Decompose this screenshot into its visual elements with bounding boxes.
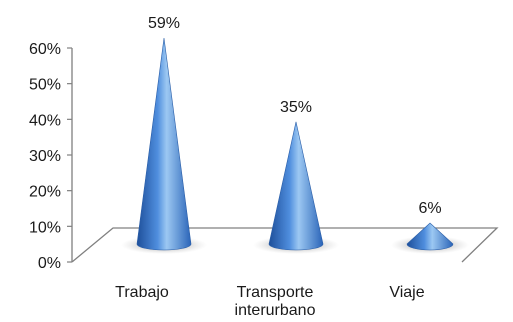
y-tick-label: 40%	[29, 112, 61, 129]
y-tick-label: 0%	[38, 255, 61, 272]
cones	[121, 37, 469, 254]
y-tick-label: 10%	[29, 219, 61, 236]
category-label: interurbano	[235, 302, 316, 319]
cone-bar	[406, 222, 454, 251]
cone-bar	[136, 37, 192, 251]
y-tick-label: 30%	[29, 148, 61, 165]
data-label: 35%	[280, 99, 312, 116]
y-tick-label: 20%	[29, 184, 61, 201]
y-tick-label: 60%	[29, 41, 61, 58]
data-label: 6%	[418, 200, 441, 217]
category-label: Transporte	[237, 284, 314, 301]
cone-bar	[268, 121, 324, 251]
y-tick-label: 50%	[29, 77, 61, 94]
category-label: Trabajo	[115, 284, 169, 301]
category-label: Viaje	[389, 284, 424, 301]
data-labels: 59% 35% 6%	[148, 15, 442, 217]
y-axis-ticks: 0% 10% 20% 30% 40% 50% 60%	[29, 41, 72, 272]
data-label: 59%	[148, 15, 180, 32]
